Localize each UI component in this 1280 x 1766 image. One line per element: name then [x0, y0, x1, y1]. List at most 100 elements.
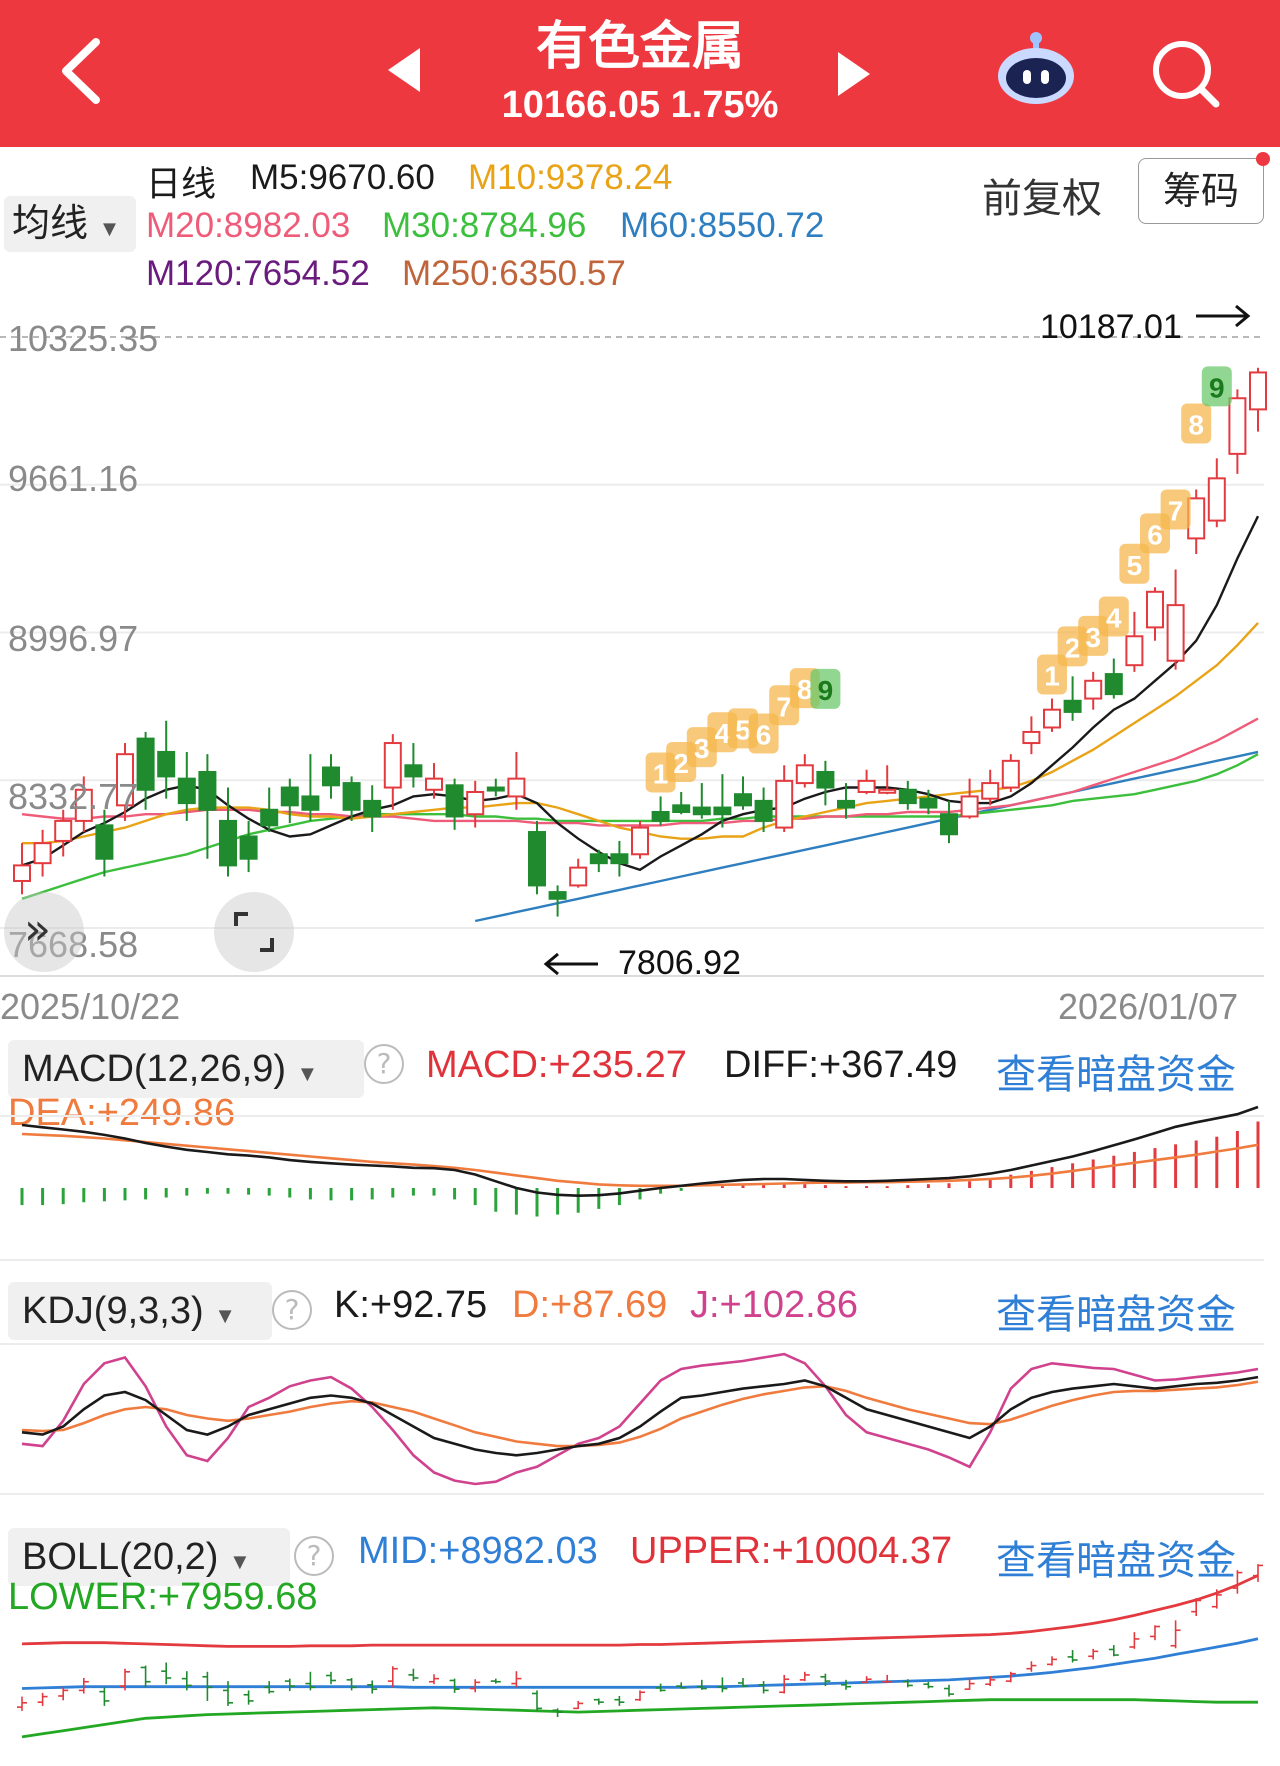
ma-m20: M20:8982.03 [146, 206, 351, 245]
macd-select[interactable]: MACD(12,26,9) ▼ [8, 1040, 364, 1098]
td-count-label: 7 [776, 691, 792, 722]
k-value: K:+92.75 [334, 1284, 488, 1326]
ma-m250: M250:6350.57 [402, 254, 626, 293]
candle-body [981, 782, 1000, 800]
candle-body [651, 811, 670, 822]
period-label[interactable]: 日线 [146, 165, 217, 204]
td-count-label: 8 [797, 674, 813, 705]
candle-body [280, 786, 299, 807]
help-icon[interactable]: ? [272, 1290, 312, 1330]
candle-body [775, 779, 794, 829]
candle-body [486, 786, 505, 792]
td-count-label: 9 [818, 675, 834, 706]
ma-m120: M120:7654.52 [146, 254, 370, 293]
candle-body [1022, 730, 1041, 745]
notification-dot [1256, 152, 1270, 166]
candle-body [528, 831, 546, 887]
diff-value: DIFF:+367.49 [724, 1044, 958, 1086]
view-dark-pool-link[interactable]: 查看暗盘资金 [996, 1052, 1236, 1098]
boll-select[interactable]: BOLL(20,2) ▼ [8, 1528, 290, 1586]
fullscreen-icon [234, 912, 274, 952]
td-count-label: 2 [673, 748, 689, 779]
candle-body [136, 737, 155, 791]
macd-select-label: MACD(12,26,9) [22, 1048, 286, 1090]
high-marker-label: 10187.01 [1040, 308, 1182, 346]
td-count-badge [1119, 543, 1150, 584]
dea-line [21, 1132, 1259, 1188]
candle-body [74, 788, 93, 822]
boll-chart[interactable] [0, 1560, 1264, 1760]
td-count-badge [1201, 366, 1232, 407]
y-label-3: 8332.77 [8, 776, 139, 817]
low-marker-label: 7806.92 [618, 944, 741, 982]
kdj-select[interactable]: KDJ(9,3,3) ▼ [8, 1282, 272, 1340]
candle-body [383, 742, 402, 789]
dropdown-caret-icon: ▼ [296, 1061, 319, 1086]
ma-m5: M5:9670.60 [250, 158, 435, 197]
d-line [21, 1380, 1259, 1448]
dropdown-caret-icon: ▼ [229, 1549, 251, 1574]
sector-price-change: 10166.05 1.75% [501, 84, 779, 126]
adjust-select[interactable]: 前复权 [982, 177, 1102, 221]
candle-body [837, 799, 855, 809]
candle-body [342, 782, 361, 811]
help-icon[interactable]: ? [364, 1044, 404, 1084]
candle-body [1001, 759, 1020, 789]
expand-sidebar-button[interactable]: » [4, 892, 84, 972]
candle-body [466, 790, 485, 816]
candle-body [548, 891, 567, 900]
candle-body [569, 866, 588, 887]
k-line [21, 1375, 1259, 1457]
robot-assistant-icon[interactable] [996, 30, 1076, 108]
j-value: J:+102.86 [690, 1284, 858, 1326]
candle-body [1166, 604, 1185, 662]
search-icon[interactable] [1150, 38, 1220, 108]
candle-body [33, 842, 52, 865]
indicator-select[interactable]: 均线 ▼ [4, 196, 136, 252]
next-triangle-icon[interactable] [838, 52, 872, 96]
td-count-badge [1181, 403, 1212, 444]
boll-lower-value: LOWER:+7959.68 [8, 1576, 318, 1618]
boll-mid-value: MID:+8982.03 [358, 1530, 598, 1572]
td-count-label: 6 [1147, 519, 1163, 550]
candle-body [54, 819, 73, 842]
fullscreen-button[interactable] [214, 892, 294, 972]
date-start: 2025/10/22 [0, 986, 181, 1027]
back-arrow-icon[interactable] [58, 38, 102, 104]
candle-body [260, 808, 279, 827]
right-arrow-icon [1196, 304, 1251, 328]
candle-body [919, 797, 938, 809]
kdj-chart[interactable] [0, 1343, 1264, 1504]
td-count-badge [810, 668, 841, 709]
candle-body [754, 799, 773, 822]
boll-upper-value: UPPER:+10004.37 [630, 1530, 953, 1572]
td-count-label: 1 [1044, 661, 1060, 692]
date-end: 2026/01/07 [1058, 986, 1239, 1027]
view-dark-pool-link[interactable]: 查看暗盘资金 [996, 1538, 1236, 1584]
ma-m30: M30:8784.96 [382, 206, 587, 245]
td-count-label: 1 [653, 758, 669, 789]
macd-chart[interactable] [0, 1100, 1264, 1262]
td-count-label: 6 [756, 720, 772, 751]
candle-body [157, 750, 176, 778]
boll-lower-line [21, 1698, 1258, 1739]
view-dark-pool-link[interactable]: 查看暗盘资金 [996, 1292, 1236, 1338]
candle-body [795, 764, 814, 785]
help-icon[interactable]: ? [294, 1536, 334, 1576]
td-count-label: 5 [1127, 550, 1143, 581]
boll-upper-line [21, 1574, 1259, 1648]
prev-triangle-icon[interactable] [388, 48, 422, 92]
td-count-label: 9 [1209, 372, 1225, 403]
y-label-1: 9661.16 [8, 458, 139, 499]
candle-body [1104, 673, 1123, 696]
candle-body [1063, 699, 1082, 713]
td-count-label: 5 [735, 714, 751, 745]
candle-body [116, 753, 134, 807]
candle-body [816, 770, 835, 789]
candle-body [1146, 590, 1164, 629]
candle-body [1228, 397, 1247, 455]
chip-button[interactable]: 筹码 [1138, 158, 1264, 224]
candle-body [631, 826, 649, 856]
candle-body [95, 824, 114, 860]
